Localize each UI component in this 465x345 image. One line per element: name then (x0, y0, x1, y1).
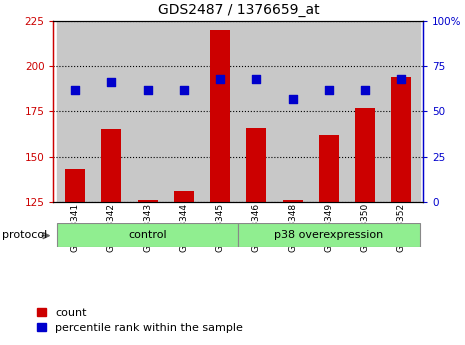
Point (361, 87, 369, 92)
Point (325, 87, 332, 92)
Bar (274, 21, 311, 202)
Bar (319, 135, 339, 202)
Bar (392, 77, 412, 202)
Bar (174, 191, 194, 202)
Point (144, 87, 152, 92)
Text: control: control (128, 230, 167, 240)
Legend: count, percentile rank within the sample: count, percentile rank within the sample (37, 308, 243, 333)
Point (217, 76, 224, 81)
Bar (239, 223, 419, 247)
Text: protocol: protocol (2, 230, 47, 240)
Point (108, 80, 115, 85)
Bar (57, 223, 239, 247)
Text: p38 overexpression: p38 overexpression (274, 230, 384, 240)
Bar (239, 21, 274, 202)
Point (72, 87, 79, 92)
Bar (130, 21, 166, 202)
Point (289, 96, 296, 101)
Bar (311, 21, 347, 202)
Title: GDS2487 / 1376659_at: GDS2487 / 1376659_at (158, 3, 319, 17)
Bar (347, 21, 383, 202)
Bar (283, 200, 303, 202)
Bar (138, 200, 158, 202)
Point (180, 87, 188, 92)
Bar (246, 128, 266, 202)
Bar (65, 169, 85, 202)
Bar (202, 21, 239, 202)
Bar (355, 108, 375, 202)
Bar (210, 30, 230, 202)
Bar (166, 21, 202, 202)
Point (398, 76, 405, 81)
Point (252, 76, 260, 81)
Bar (93, 21, 130, 202)
Bar (57, 21, 93, 202)
Bar (383, 21, 419, 202)
Bar (101, 129, 121, 202)
